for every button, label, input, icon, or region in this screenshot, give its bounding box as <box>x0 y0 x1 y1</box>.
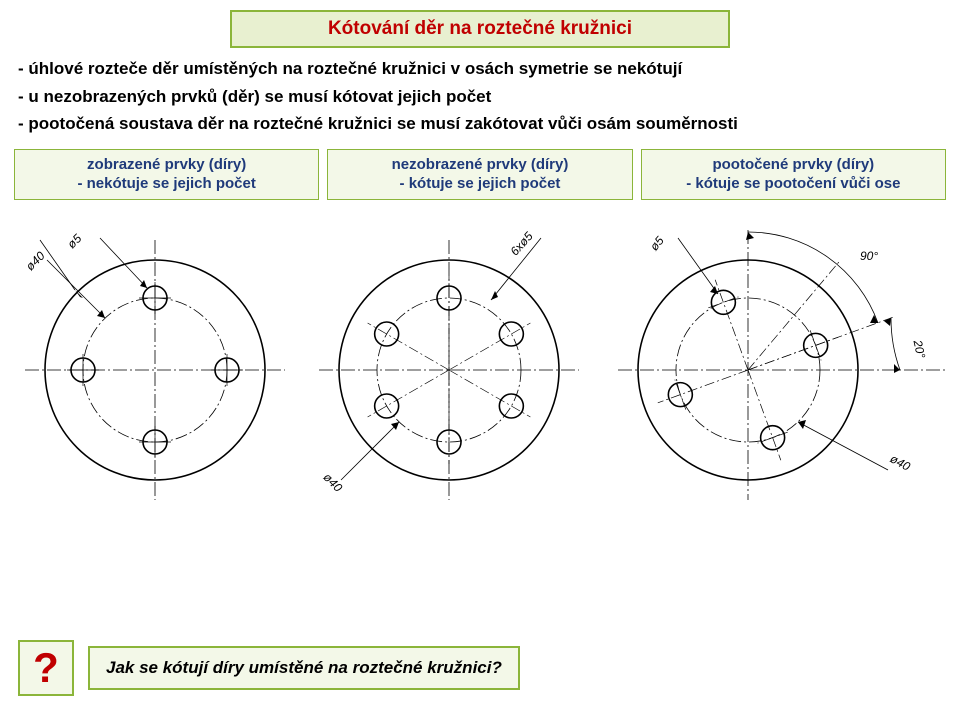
label-hole-dia: ø5 <box>647 233 667 253</box>
page-title: Kótování děr na roztečné kružnici <box>230 10 730 48</box>
bullet-list: - úhlové rozteče děr umístěných na rozte… <box>0 56 960 149</box>
col-line: - nekótuje se jejich počet <box>77 175 255 192</box>
label-angle-90: 90° <box>860 249 878 263</box>
question-mark-icon: ? <box>18 640 74 696</box>
label-angle-20: 20° <box>910 337 928 359</box>
col-header-2: nezobrazené prvky (díry) - kótuje se jej… <box>327 149 632 200</box>
diagram-2: 6xø5 ø40 <box>304 210 594 510</box>
diagram-3: 90° 20° ø5 ø40 <box>598 210 958 510</box>
diagram-row: ø5 ø40 6xø5 <box>0 206 960 514</box>
col-line: pootočené prvky (díry) <box>712 156 874 173</box>
col-line: - kótuje se pootočení vůči ose <box>686 175 900 192</box>
column-headers: zobrazené prvky (díry) - nekótuje se jej… <box>0 149 960 200</box>
col-header-1: zobrazené prvky (díry) - nekótuje se jej… <box>14 149 319 200</box>
col-line: nezobrazené prvky (díry) <box>392 156 569 173</box>
diagram-1: ø5 ø40 <box>10 210 300 510</box>
footer-question: ? Jak se kótují díry umístěné na roztečn… <box>0 630 538 706</box>
label-pitch-dia: ø40 <box>23 248 48 273</box>
label-pitch-dia: ø40 <box>321 470 346 495</box>
col-line: - kótuje se jejich počet <box>400 175 561 192</box>
question-text: Jak se kótují díry umístěné na roztečné … <box>88 646 520 690</box>
label-pitch-dia: ø40 <box>888 451 913 473</box>
col-header-3: pootočené prvky (díry) - kótuje se pooto… <box>641 149 946 200</box>
bullet-item: - úhlové rozteče děr umístěných na rozte… <box>18 56 942 82</box>
bullet-item: - u nezobrazených prvků (děr) se musí kó… <box>18 84 942 110</box>
label-count-dia: 6xø5 <box>507 228 535 257</box>
label-hole-dia: ø5 <box>64 231 84 251</box>
bullet-item: - pootočená soustava děr na roztečné kru… <box>18 111 942 137</box>
col-line: zobrazené prvky (díry) <box>87 156 246 173</box>
